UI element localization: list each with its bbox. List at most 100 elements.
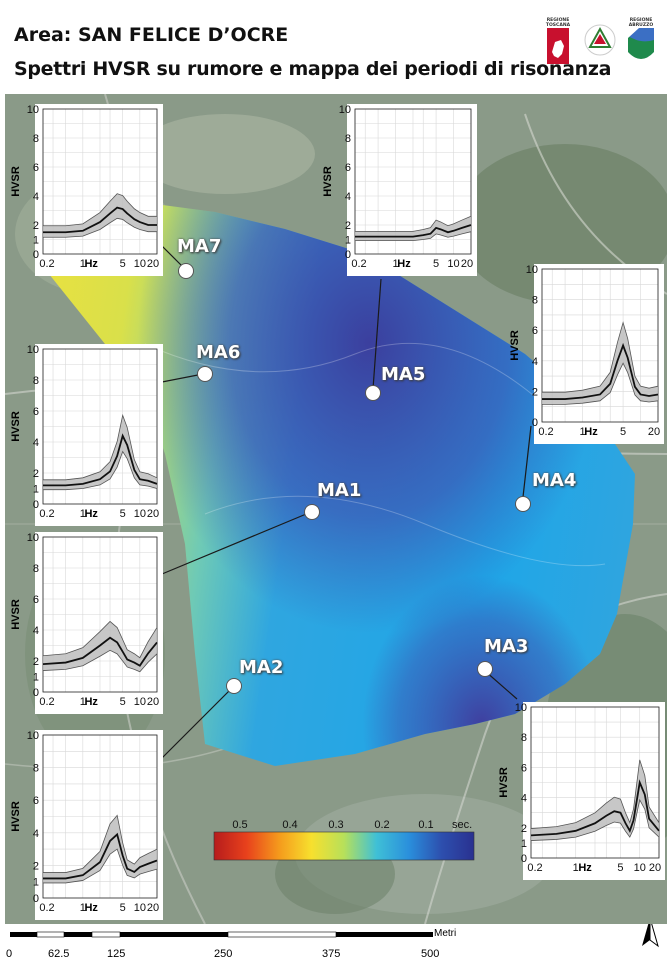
- y-axis-label: HVSR: [322, 166, 334, 197]
- chart-background: [534, 264, 664, 444]
- hvsr-chart-ma2: 0 1 2 4 6 8 10 0.2 1 5 10 20 Hz HVSR: [5, 730, 163, 920]
- y-tick-label: 0: [33, 893, 39, 905]
- x-tick-label: 1: [80, 902, 86, 914]
- y-tick-label: 8: [33, 133, 39, 145]
- x-tick-label: 0.2: [538, 426, 553, 438]
- x-tick-label: 0.2: [39, 508, 54, 520]
- hvsr-upper-line: [43, 193, 157, 227]
- x-tick-label: 10: [134, 696, 146, 708]
- legend-tick-label: 0.5: [232, 819, 247, 831]
- y-tick-label: 0: [33, 499, 39, 511]
- hvsr-mean-line: [43, 433, 158, 487]
- hvsr-mean-line: [43, 832, 158, 880]
- scale-unit: Metri: [434, 928, 456, 939]
- x-tick-label: 5: [433, 258, 439, 270]
- site-ma6-marker[interactable]: [197, 366, 213, 382]
- y-tick-label: 1: [345, 235, 351, 247]
- site-ma3-label: MA3: [484, 636, 529, 657]
- hvsr-lower-line: [43, 450, 158, 491]
- y-tick-label: 4: [521, 793, 527, 805]
- site-ma3-marker[interactable]: [477, 661, 493, 677]
- x-tick-label: 5: [120, 508, 126, 520]
- legend-tick-label: 0.2: [374, 819, 389, 831]
- x-tick-label: 10: [134, 258, 146, 270]
- y-tick-label: 1: [33, 877, 39, 889]
- chart-background: [35, 532, 163, 714]
- x-tick-label: 5: [620, 426, 626, 438]
- x-tick-label: 1: [573, 862, 579, 874]
- x-tick-label: 0.2: [39, 902, 54, 914]
- y-tick-label: 4: [33, 828, 39, 840]
- y-tick-label: 6: [532, 325, 538, 337]
- chart-background: [35, 344, 163, 526]
- x-axis-label: Hz: [84, 508, 98, 520]
- x-axis-label: Hz: [84, 902, 98, 914]
- site-ma5-marker[interactable]: [365, 385, 381, 401]
- plot-frame: [541, 268, 659, 423]
- y-tick-label: 2: [532, 386, 538, 398]
- x-tick-label: 5: [120, 696, 126, 708]
- site-ma4-label: MA4: [532, 470, 577, 491]
- scale-tick-125: 125: [107, 948, 125, 960]
- legend-color-bar: [213, 831, 475, 861]
- x-axis-label: Hz: [84, 696, 98, 708]
- header: Area: SAN FELICE D’OCRE Spettri HVSR su …: [0, 0, 672, 94]
- site-ma2-marker[interactable]: [226, 678, 242, 694]
- site-ma7-marker[interactable]: [178, 263, 194, 279]
- y-tick-label: 6: [33, 594, 39, 606]
- legend-tick-label: 0.3: [328, 819, 343, 831]
- y-axis-label: HVSR: [509, 330, 521, 361]
- chart-background: [347, 104, 477, 276]
- leader-lines: [154, 238, 532, 759]
- x-tick-label: 5: [617, 862, 623, 874]
- hvsr-mean-line: [542, 342, 659, 400]
- hvsr-std-band: [531, 759, 659, 841]
- y-tick-label: 10: [27, 104, 39, 116]
- x-tick-label: 20: [461, 258, 473, 270]
- y-tick-label: 8: [33, 563, 39, 575]
- scale-tick-0: 0: [6, 948, 12, 960]
- hvsr-chart-ma6: 0 1 2 4 6 8 10 0.2 1 5 10 20 Hz HVSR: [5, 344, 163, 526]
- site-ma4-marker[interactable]: [515, 496, 531, 512]
- hvsr-lower-line: [355, 231, 472, 242]
- hvsr-lower-line: [42, 649, 158, 673]
- x-tick-label: 0.2: [527, 862, 542, 874]
- regione-abruzzo-logo: [625, 14, 657, 66]
- scale-segments: [10, 931, 433, 938]
- scale-tick-375: 375: [322, 948, 340, 960]
- y-tick-label: 2: [33, 220, 39, 232]
- y-axis-label: HVSR: [10, 599, 22, 630]
- hvsr-chart-ma7: 0 1 2 4 6 8 10 0.2 1 5 10 20 Hz HVSR: [5, 104, 163, 276]
- legend-tick-label: 0.1: [418, 819, 433, 831]
- map-panel[interactable]: MA7 MA5 MA6 MA1 MA4 MA2 MA3 0 1 2 4 6 8 10 0.2 1…: [5, 94, 667, 924]
- y-tick-label: 8: [33, 763, 39, 775]
- legend-unit-label: sec.: [452, 819, 472, 831]
- hvsr-upper-line: [42, 620, 158, 659]
- hvsr-chart-ma1: 0 1 2 4 6 8 10 0.2 1 5 10 20 Hz HVSR: [5, 532, 163, 714]
- y-tick-label: 0: [345, 249, 351, 261]
- y-tick-label: 2: [33, 468, 39, 480]
- y-axis-label: HVSR: [10, 411, 22, 442]
- site-ma1-marker[interactable]: [304, 504, 320, 520]
- y-tick-label: 8: [521, 732, 527, 744]
- y-tick-label: 10: [515, 702, 527, 714]
- x-tick-label: 20: [147, 508, 159, 520]
- hvsr-lower-line: [542, 362, 659, 405]
- site-ma6-label: MA6: [196, 342, 241, 363]
- hvsr-chart-ma5: 0 1 2 4 6 8 10 0.2 1 5 10 20 Hz HVSR: [317, 104, 477, 276]
- x-tick-label: 20: [147, 258, 159, 270]
- site-ma5-label: MA5: [381, 364, 426, 385]
- hvsr-lower-line: [43, 217, 157, 238]
- y-tick-label: 10: [526, 264, 538, 276]
- x-tick-label: 10: [634, 862, 646, 874]
- hvsr-mean-line: [355, 224, 472, 238]
- plot-frame: [354, 108, 472, 255]
- hvsr-mean-line: [42, 636, 158, 667]
- y-axis-label: HVSR: [10, 166, 22, 197]
- y-tick-label: 1: [33, 235, 39, 247]
- x-tick-label: 1: [392, 258, 398, 270]
